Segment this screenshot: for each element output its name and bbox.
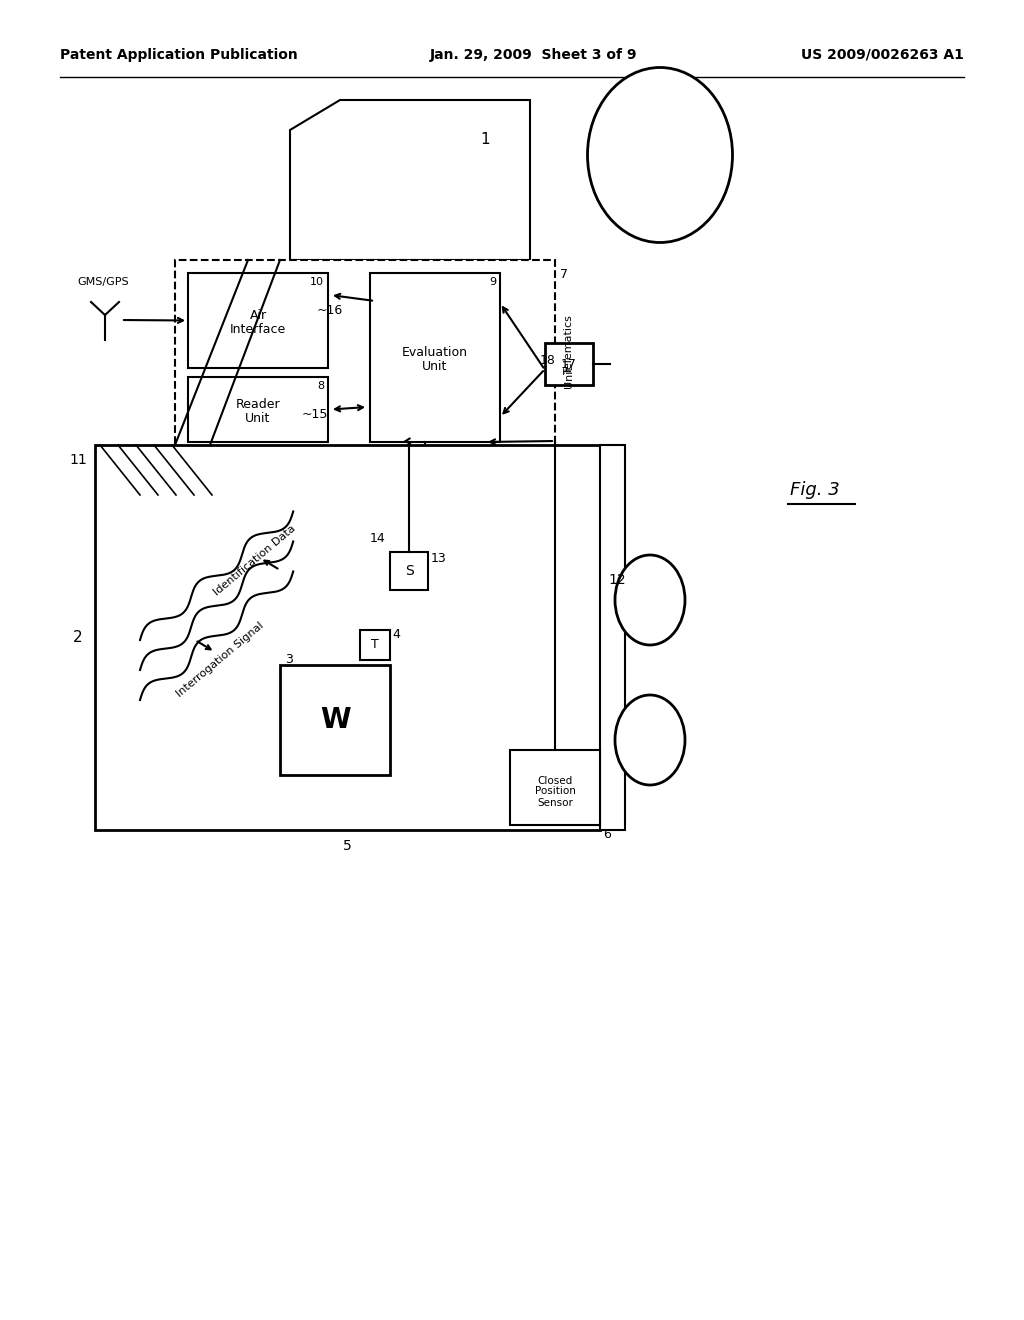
Text: ~16: ~16 <box>316 304 343 317</box>
Text: 9: 9 <box>488 277 496 286</box>
Text: Unit: Unit <box>564 366 574 388</box>
Text: 11: 11 <box>70 453 87 467</box>
Bar <box>360 630 390 660</box>
Text: 3: 3 <box>285 653 293 667</box>
Text: 1: 1 <box>480 132 489 148</box>
Bar <box>510 750 600 825</box>
Text: Fig. 3: Fig. 3 <box>790 480 840 499</box>
Polygon shape <box>290 100 530 260</box>
Text: Telematics: Telematics <box>564 315 574 375</box>
Text: Reader: Reader <box>236 399 281 411</box>
Text: 2: 2 <box>74 630 83 645</box>
Text: Air: Air <box>250 309 266 322</box>
Text: T: T <box>371 639 379 652</box>
Bar <box>600 445 625 830</box>
Bar <box>370 273 500 442</box>
Text: 4: 4 <box>392 628 400 642</box>
Bar <box>188 378 328 442</box>
Text: US 2009/0026263 A1: US 2009/0026263 A1 <box>801 48 964 62</box>
Text: Evaluation: Evaluation <box>402 346 468 359</box>
Text: 14: 14 <box>370 532 385 544</box>
Bar <box>280 665 390 775</box>
Bar <box>545 343 593 385</box>
Bar <box>175 260 555 450</box>
Text: S: S <box>404 564 414 578</box>
Bar <box>390 552 428 590</box>
Text: 17: 17 <box>561 358 577 371</box>
Text: 10: 10 <box>310 277 324 286</box>
Text: Position: Position <box>535 787 575 796</box>
Text: 12: 12 <box>608 573 626 587</box>
Text: Sensor: Sensor <box>537 799 573 808</box>
Text: 13: 13 <box>431 552 446 565</box>
Text: GMS/GPS: GMS/GPS <box>77 277 129 286</box>
Ellipse shape <box>588 67 732 243</box>
Ellipse shape <box>615 696 685 785</box>
Text: ~15: ~15 <box>302 408 328 421</box>
Text: Unit: Unit <box>246 412 270 425</box>
Text: Closed: Closed <box>538 776 572 785</box>
Text: W: W <box>319 706 350 734</box>
Text: Jan. 29, 2009  Sheet 3 of 9: Jan. 29, 2009 Sheet 3 of 9 <box>430 48 638 62</box>
Text: 5: 5 <box>343 840 352 853</box>
Bar <box>188 273 328 368</box>
Text: 18: 18 <box>540 354 556 367</box>
Text: Patent Application Publication: Patent Application Publication <box>60 48 298 62</box>
Text: 7: 7 <box>560 268 568 281</box>
Ellipse shape <box>615 554 685 645</box>
Text: Interface: Interface <box>229 323 286 337</box>
Text: Identification Data: Identification Data <box>212 523 298 597</box>
Text: 8: 8 <box>316 381 324 391</box>
Text: 6: 6 <box>603 828 611 841</box>
Text: Interrogation Signal: Interrogation Signal <box>174 620 265 700</box>
Bar <box>95 445 600 830</box>
Text: Unit: Unit <box>422 360 447 374</box>
